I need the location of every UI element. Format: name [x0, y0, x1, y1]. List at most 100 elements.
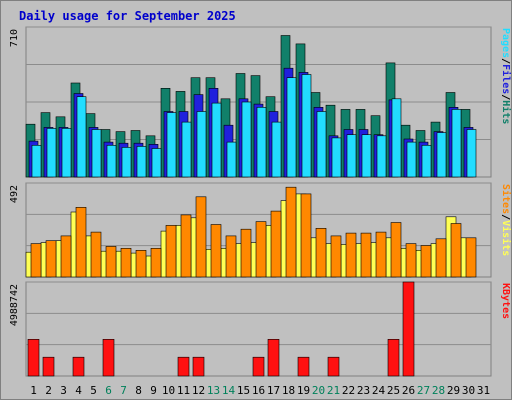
bar-pages — [211, 102, 222, 178]
bar-sites — [315, 228, 327, 278]
legend: Sites/Visits — [500, 184, 511, 256]
x-tick-label: 21 — [327, 384, 340, 397]
y-max-label: 4988742 — [9, 284, 20, 326]
bar-pages — [466, 129, 477, 178]
x-tick-label: 3 — [60, 384, 67, 397]
bar-pages — [301, 74, 312, 178]
bar-kbytes — [327, 356, 340, 377]
bar-pages — [391, 98, 402, 178]
x-tick-label: 27 — [417, 384, 430, 397]
bar-pages — [361, 134, 372, 178]
bar-sites — [210, 224, 222, 278]
bar-sites — [240, 228, 252, 278]
x-tick-label: 16 — [252, 384, 265, 397]
bar-pages — [271, 121, 282, 178]
x-tick-label: 31 — [477, 384, 490, 397]
x-tick-label: 6 — [105, 384, 112, 397]
legend-files: Files — [500, 64, 511, 94]
bar-pages — [331, 137, 342, 178]
legend: KBytes — [500, 283, 511, 319]
x-tick-label: 7 — [120, 384, 127, 397]
bar-kbytes — [192, 356, 205, 377]
legend-pages: Pages — [500, 28, 511, 58]
bar-pages — [31, 145, 42, 178]
x-tick-label: 25 — [387, 384, 400, 397]
bar-sites — [345, 232, 357, 278]
bar-kbytes — [252, 356, 265, 377]
x-tick-label: 5 — [90, 384, 97, 397]
bar-kbytes — [267, 338, 280, 377]
bar-pages — [421, 145, 432, 178]
x-tick-label: 28 — [432, 384, 445, 397]
bar-sites — [465, 237, 477, 278]
x-tick-label: 20 — [312, 384, 325, 397]
legend-hits: Hits — [500, 100, 511, 124]
x-tick-label: 17 — [267, 384, 280, 397]
bar-sites — [120, 248, 132, 278]
bar-sites — [165, 225, 177, 278]
bar-kbytes — [27, 338, 40, 377]
legend-kbytes: KBytes — [500, 283, 511, 319]
x-tick-label: 11 — [177, 384, 190, 397]
x-tick-label: 8 — [135, 384, 142, 397]
y-max-label: 492 — [9, 185, 20, 203]
bar-sites — [180, 214, 192, 278]
bar-pages — [226, 141, 237, 178]
x-tick-label: 24 — [372, 384, 386, 397]
x-tick-label: 15 — [237, 384, 250, 397]
bar-sites — [360, 232, 372, 278]
x-tick-label: 4 — [75, 384, 82, 397]
bar-sites — [135, 250, 147, 278]
bar-sites — [330, 235, 342, 278]
x-tick-label: 29 — [447, 384, 460, 397]
bar-sites — [225, 235, 237, 278]
x-tick-label: 1 — [30, 384, 37, 397]
x-tick-label: 13 — [207, 384, 220, 397]
x-tick-label: 26 — [402, 384, 415, 397]
bar-sites — [375, 231, 387, 278]
x-tick-label: 22 — [342, 384, 355, 397]
bar-pages — [46, 128, 57, 178]
bar-sites — [105, 246, 117, 278]
x-tick-label: 23 — [357, 384, 370, 397]
bar-pages — [376, 135, 387, 178]
bar-sites — [420, 245, 432, 278]
bar-sites — [285, 186, 297, 278]
bar-pages — [136, 146, 147, 178]
bar-sites — [390, 222, 402, 278]
legend-sites: Sites — [500, 184, 511, 214]
bar-kbytes — [297, 356, 310, 377]
bar-pages — [181, 121, 192, 178]
bar-sites — [150, 248, 162, 278]
chart-title: Daily usage for September 2025 — [19, 9, 236, 23]
bar-kbytes — [177, 356, 190, 377]
bar-pages — [241, 101, 252, 178]
x-tick-label: 30 — [462, 384, 475, 397]
legend-separator: / — [500, 58, 511, 64]
bar-pages — [436, 132, 447, 178]
bar-kbytes — [387, 338, 400, 377]
bar-pages — [316, 111, 327, 178]
bar-sites — [75, 207, 87, 278]
bar-sites — [300, 193, 312, 278]
bar-kbytes — [102, 338, 115, 377]
bar-sites — [60, 235, 72, 278]
bar-pages — [76, 96, 87, 178]
x-tick-label: 2 — [45, 384, 52, 397]
x-tick-label: 18 — [282, 384, 295, 397]
bar-pages — [91, 129, 102, 178]
y-max-label: 710 — [9, 29, 20, 47]
bar-pages — [196, 111, 207, 178]
bar-sites — [270, 210, 282, 278]
legend-separator: / — [500, 94, 511, 100]
bar-kbytes — [72, 356, 85, 377]
bar-kbytes — [402, 281, 415, 377]
bar-pages — [61, 128, 72, 178]
bar-pages — [286, 77, 297, 178]
bar-pages — [151, 148, 162, 178]
bar-sites — [195, 196, 207, 278]
bar-sites — [435, 238, 447, 278]
x-tick-label: 10 — [162, 384, 175, 397]
